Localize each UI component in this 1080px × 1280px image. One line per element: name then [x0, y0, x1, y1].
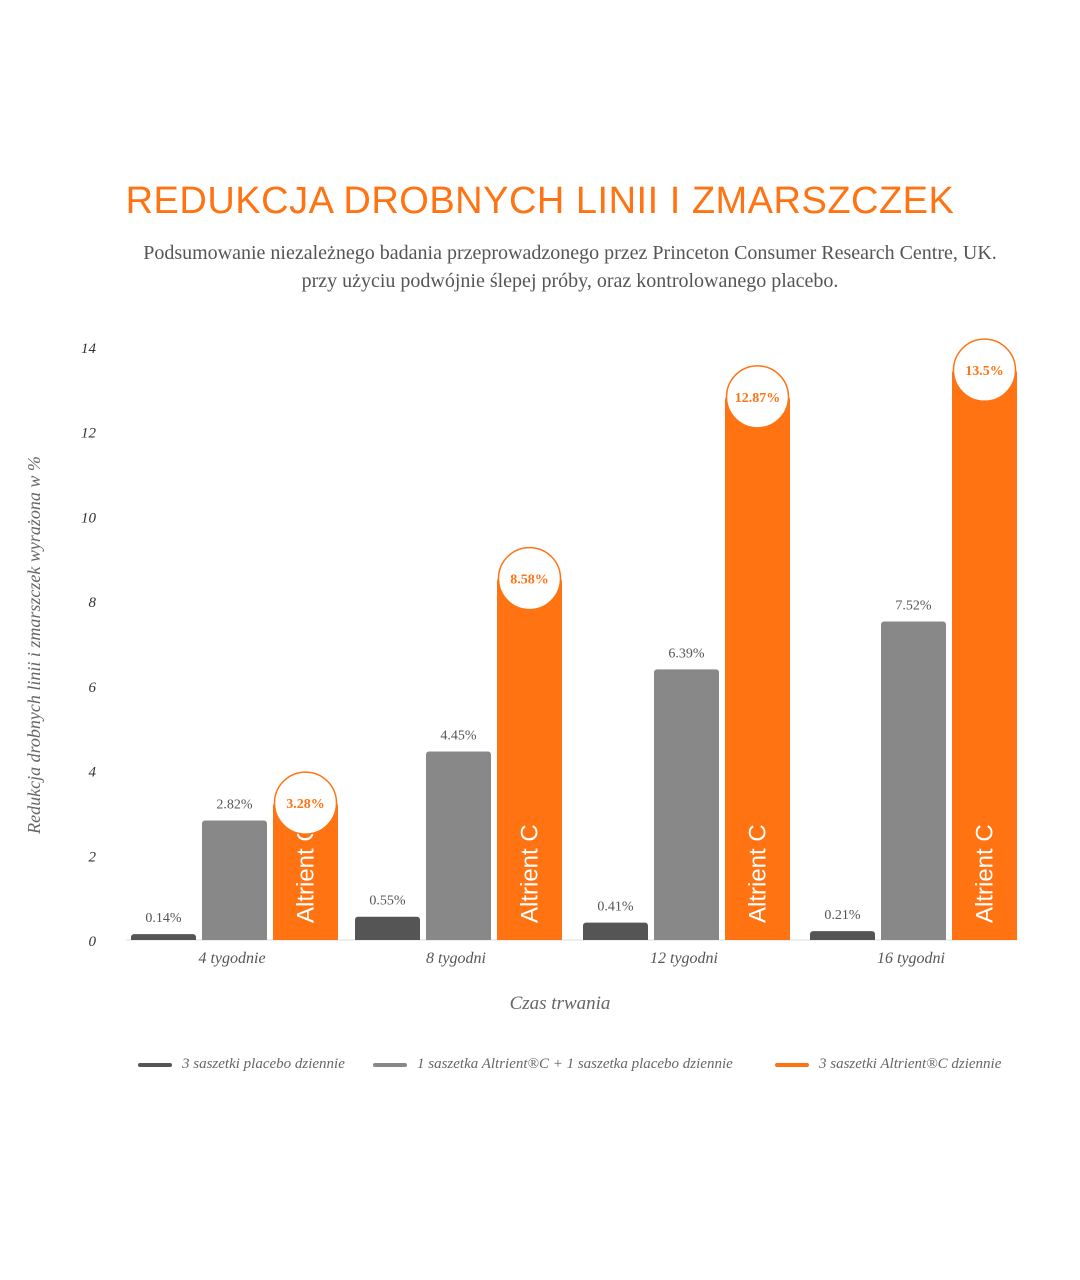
- y-axis-label: Redukcja drobnych linii i zmarszczek wyr…: [24, 456, 44, 835]
- value-badge: [725, 365, 790, 429]
- bar-base-placebo: [355, 937, 420, 940]
- bar-base-three-sachets: [273, 935, 338, 940]
- bar-base-one-sachet: [654, 937, 719, 940]
- legend-swatch-placebo: [138, 1062, 172, 1067]
- legend-swatch-one-sachet: [373, 1062, 407, 1067]
- chart-subtitle-line-1: Podsumowanie niezależnego badania przepr…: [143, 242, 997, 264]
- chart-legend: 3 saszetki placebo dziennie 1 saszetka A…: [0, 1056, 1080, 1080]
- legend-item-placebo: 3 saszetki placebo dziennie: [138, 1056, 345, 1073]
- legend-swatch-three-sachets: [775, 1062, 809, 1067]
- x-tick-label: 16 tygodni: [877, 950, 945, 967]
- x-tick-label: 8 tygodni: [426, 950, 486, 967]
- data-label-placebo: 0.55%: [369, 894, 406, 909]
- data-label-placebo: 0.21%: [824, 908, 861, 923]
- y-tick-label: 12: [81, 426, 97, 442]
- y-tick-label: 6: [89, 680, 97, 696]
- legend-item-three-sachets: 3 saszetki Altrient®C dziennie: [775, 1056, 1001, 1073]
- bar-brand-text: Altrient C: [972, 824, 999, 923]
- bar-chart: 0 2 4 6 8 10 12 14 Redukcja drobnych linii i zma…: [24, 338, 1018, 1014]
- bar-three-sachets: [952, 368, 1017, 940]
- chart-subtitle-line-2: przy użyciu podwójnie ślepej próby, oraz…: [301, 270, 839, 292]
- bar-brand-text: Altrient C: [517, 824, 544, 923]
- y-tick-label: 0: [89, 934, 97, 950]
- legend-label-one-sachet: 1 saszetka Altrient®C + 1 saszetka place…: [417, 1056, 733, 1072]
- y-tick-label: 14: [81, 341, 97, 357]
- bar-three-sachets: [497, 576, 562, 940]
- bar-one-sachet: [654, 669, 719, 940]
- bar-base-one-sachet: [202, 937, 267, 940]
- bar-base-three-sachets: [725, 935, 790, 940]
- bar-one-sachet: [202, 820, 267, 940]
- data-label-three-sachets: 13.5%: [965, 364, 1004, 379]
- legend-item-one-sachet: 1 saszetka Altrient®C + 1 saszetka place…: [373, 1056, 733, 1073]
- x-tick-label: 12 tygodni: [650, 950, 718, 967]
- bar-three-sachets: [273, 801, 338, 940]
- y-tick-label: 10: [81, 510, 97, 526]
- x-axis-label: Czas trwania: [510, 993, 611, 1014]
- data-label-one-sachet: 4.45%: [440, 729, 477, 744]
- x-tick-label: 4 tygodnie: [198, 950, 265, 967]
- data-label-one-sachet: 6.39%: [668, 646, 705, 661]
- bar-base-placebo: [131, 937, 196, 940]
- data-label-one-sachet: 7.52%: [895, 598, 932, 613]
- bar-base-placebo: [583, 937, 648, 940]
- data-label-placebo: 0.14%: [145, 911, 182, 926]
- data-label-three-sachets: 3.28%: [286, 797, 325, 812]
- y-tick-label: 2: [89, 849, 97, 865]
- bar-base-one-sachet: [426, 937, 491, 940]
- bar-placebo: [583, 922, 648, 940]
- bar-base-one-sachet: [881, 937, 946, 940]
- data-label-one-sachet: 2.82%: [216, 798, 253, 813]
- chart-title: REDUKCJA DROBNYCH LINII I ZMARSZCZEK: [125, 180, 955, 222]
- bar-base-placebo: [810, 937, 875, 940]
- value-badge: [952, 338, 1017, 402]
- data-label-three-sachets: 12.87%: [735, 391, 781, 406]
- data-label-placebo: 0.41%: [597, 900, 634, 915]
- bar-base-three-sachets: [497, 935, 562, 940]
- bar-three-sachets: [725, 394, 790, 940]
- legend-label-placebo: 3 saszetki placebo dziennie: [182, 1056, 345, 1072]
- bar-one-sachet: [426, 751, 491, 940]
- y-tick-label: 8: [89, 595, 97, 611]
- value-badge: [273, 771, 338, 835]
- data-label-three-sachets: 8.58%: [510, 573, 549, 588]
- bar-brand-text: Altrient C: [293, 824, 320, 923]
- bar-brand-text: Altrient C: [745, 824, 772, 923]
- bar-base-three-sachets: [952, 935, 1017, 940]
- bar-placebo: [355, 916, 420, 940]
- legend-label-three-sachets: 3 saszetki Altrient®C dziennie: [819, 1056, 1002, 1072]
- bar-one-sachet: [881, 621, 946, 940]
- y-tick-label: 4: [89, 765, 97, 781]
- value-badge: [497, 546, 562, 611]
